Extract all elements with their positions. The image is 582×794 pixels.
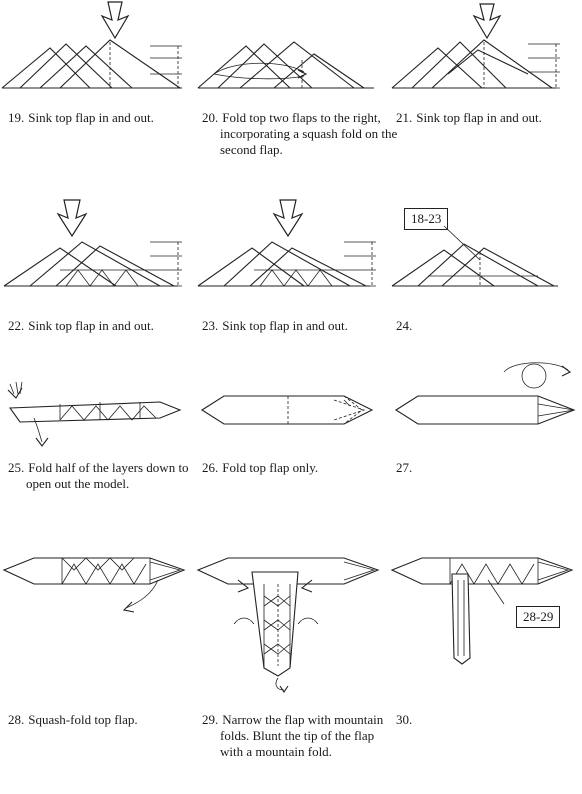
step-22-diagram [3,199,182,287]
step-caption: Sink top flap in and out. [28,110,154,125]
step-28-diagram [2,557,186,613]
step-21-diagram [391,3,560,89]
fold-arrow-icon [213,62,308,80]
step-number: 20. [202,110,219,125]
step-25: 25. Fold half of the layers down to open … [0,360,194,540]
step-21: 21. Sink top flap in and out. [388,0,582,190]
step-number: 22. [8,318,25,333]
fold-arrow-icon [33,417,49,447]
step-23: 23. Sink top flap in and out. [194,190,388,360]
sink-arrow-icon [100,1,130,40]
step-28: 28. Squash-fold top flap. [0,540,194,794]
step-number: 25. [8,460,25,475]
turn-over-icon [503,362,572,389]
step-number: 28. [8,712,25,727]
step-caption: Narrow the flap with mountain folds. Blu… [220,712,384,759]
sink-arrow-icon [56,199,88,238]
step-29-diagram [196,557,380,693]
fold-arrow-icon [7,381,23,399]
step-number: 29. [202,712,219,727]
step-26: 26. Fold top flap only. [194,360,388,540]
step-20: 20. Fold top two flaps to the right, inco… [194,0,397,190]
step-29: 29. Narrow the flap with mountain folds. … [194,540,388,794]
step-number: 23. [202,318,219,333]
step-number: 30. [396,712,413,727]
reference-box: 18-23 [404,208,449,230]
step-number: 21. [396,110,413,125]
step-number: 24. [396,318,413,333]
step-22: 22. Sink top flap in and out. [0,190,194,360]
step-caption: Fold half of the layers down to open out… [26,460,189,491]
step-caption: Squash-fold top flap. [28,712,138,727]
step-30-diagram [390,557,574,665]
step-caption: Fold top flap only. [222,460,319,475]
step-26-diagram [200,395,374,425]
step-caption: Fold top two flaps to the right, incorpo… [220,110,398,157]
step-27: 27. [388,360,582,540]
sink-arrow-icon [272,199,304,238]
sink-arrow-icon [472,3,502,40]
step-25-diagram [7,381,182,447]
step-number: 27. [396,460,413,475]
step-24-diagram [391,225,558,287]
step-24: 18-23 24. [388,190,582,360]
step-19-diagram [1,1,182,89]
step-23-diagram [197,199,376,287]
step-number: 26. [202,460,219,475]
step-number: 19. [8,110,25,125]
step-caption: Sink top flap in and out. [222,318,348,333]
step-20-diagram [197,41,374,89]
step-19: 19. Sink top flap in and out. [0,0,194,190]
reference-box: 28-29 [516,606,561,628]
fold-arrow-icon [233,579,319,693]
step-caption: Sink top flap in and out. [28,318,154,333]
step-30: 28-29 30. [388,540,582,794]
fold-arrow-icon [122,579,159,613]
step-caption: Sink top flap in and out. [416,110,542,125]
step-27-diagram [394,362,576,425]
